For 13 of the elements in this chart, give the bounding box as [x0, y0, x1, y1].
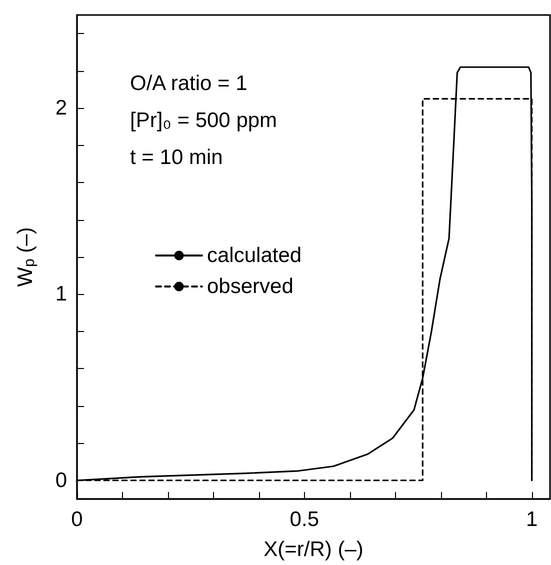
legend-label: calculated — [207, 244, 302, 267]
x-axis-title: X(=r/R) (–) — [264, 538, 364, 561]
annotation: t = 10 min — [130, 146, 223, 169]
y-tick-label: 1 — [55, 282, 67, 306]
y-tick-label: 2 — [55, 96, 67, 120]
annotation: O/A ratio = 1 — [130, 72, 248, 95]
legend-label: observed — [207, 275, 294, 298]
y-tick-label: 0 — [55, 468, 67, 492]
annotation: [Pr]₀ = 500 ppm — [130, 109, 278, 132]
x-tick-label: 1 — [526, 508, 538, 531]
x-tick-label: 0 — [71, 508, 83, 531]
x-tick-label: 0.5 — [290, 508, 320, 531]
y-axis-title: Wp (–) — [14, 227, 38, 287]
